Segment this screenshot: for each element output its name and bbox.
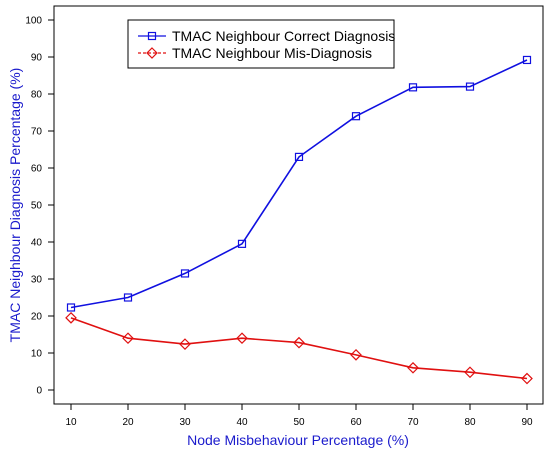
y-tick-label: 80 [31, 90, 43, 101]
x-axis: 10 20 30 40 50 60 70 80 90 [65, 404, 533, 428]
y-tick-label: 70 [31, 127, 43, 138]
x-axis-title: Node Misbehaviour Percentage (%) [187, 432, 409, 448]
data-point-diamond [350, 349, 362, 361]
y-tick-label: 100 [25, 16, 42, 27]
legend-marker-diamond [146, 47, 158, 59]
x-tick-label: 30 [179, 417, 191, 428]
data-point-diamond [179, 338, 191, 350]
x-tick-label: 80 [464, 417, 476, 428]
legend: TMAC Neighbour Correct Diagnosis TMAC Ne… [127, 19, 395, 69]
x-tick-label: 40 [236, 417, 248, 428]
y-tick-label: 20 [31, 312, 43, 323]
x-tick-label: 20 [122, 417, 134, 428]
data-point-square [351, 112, 361, 121]
x-tick-label: 90 [521, 417, 533, 428]
data-point-diamond [407, 361, 419, 374]
data-point-square [465, 82, 475, 91]
y-tick-label: 30 [31, 275, 43, 286]
y-axis-title: TMAC Neighbour Diagnosis Percentage (%) [7, 68, 23, 343]
x-tick-label: 10 [65, 417, 77, 428]
y-tick-label: 0 [36, 386, 42, 397]
y-axis: 0 10 20 30 40 50 60 70 80 90 100 [25, 16, 54, 397]
data-point-square [408, 83, 418, 92]
data-point-square [522, 55, 532, 65]
y-tick-label: 50 [31, 201, 43, 212]
y-tick-label: 10 [31, 349, 43, 360]
y-tick-label: 60 [31, 164, 43, 175]
data-point-diamond [464, 366, 476, 379]
series-line-1 [70, 317, 528, 380]
data-point-diamond [236, 332, 248, 345]
data-point-diamond [65, 312, 77, 324]
data-point-square [237, 239, 247, 248]
data-point-diamond [521, 372, 533, 385]
legend-box [127, 19, 395, 69]
data-point-square [66, 303, 76, 312]
data-point-square [294, 152, 304, 161]
legend-label-misdiagnosis: TMAC Neighbour Mis-Diagnosis [172, 45, 372, 61]
x-tick-label: 70 [407, 417, 419, 428]
data-point-diamond [122, 332, 134, 345]
x-tick-label: 60 [350, 417, 362, 428]
legend-marker-square [147, 31, 157, 41]
series-line-0 [70, 59, 528, 309]
y-tick-label: 90 [31, 53, 43, 64]
data-point-diamond [293, 336, 305, 349]
series-layer [65, 55, 533, 385]
x-tick-label: 50 [293, 417, 305, 428]
data-point-square [180, 269, 190, 278]
legend-label-correct: TMAC Neighbour Correct Diagnosis [172, 28, 395, 44]
y-tick-label: 40 [31, 238, 43, 249]
data-point-square [123, 293, 133, 302]
